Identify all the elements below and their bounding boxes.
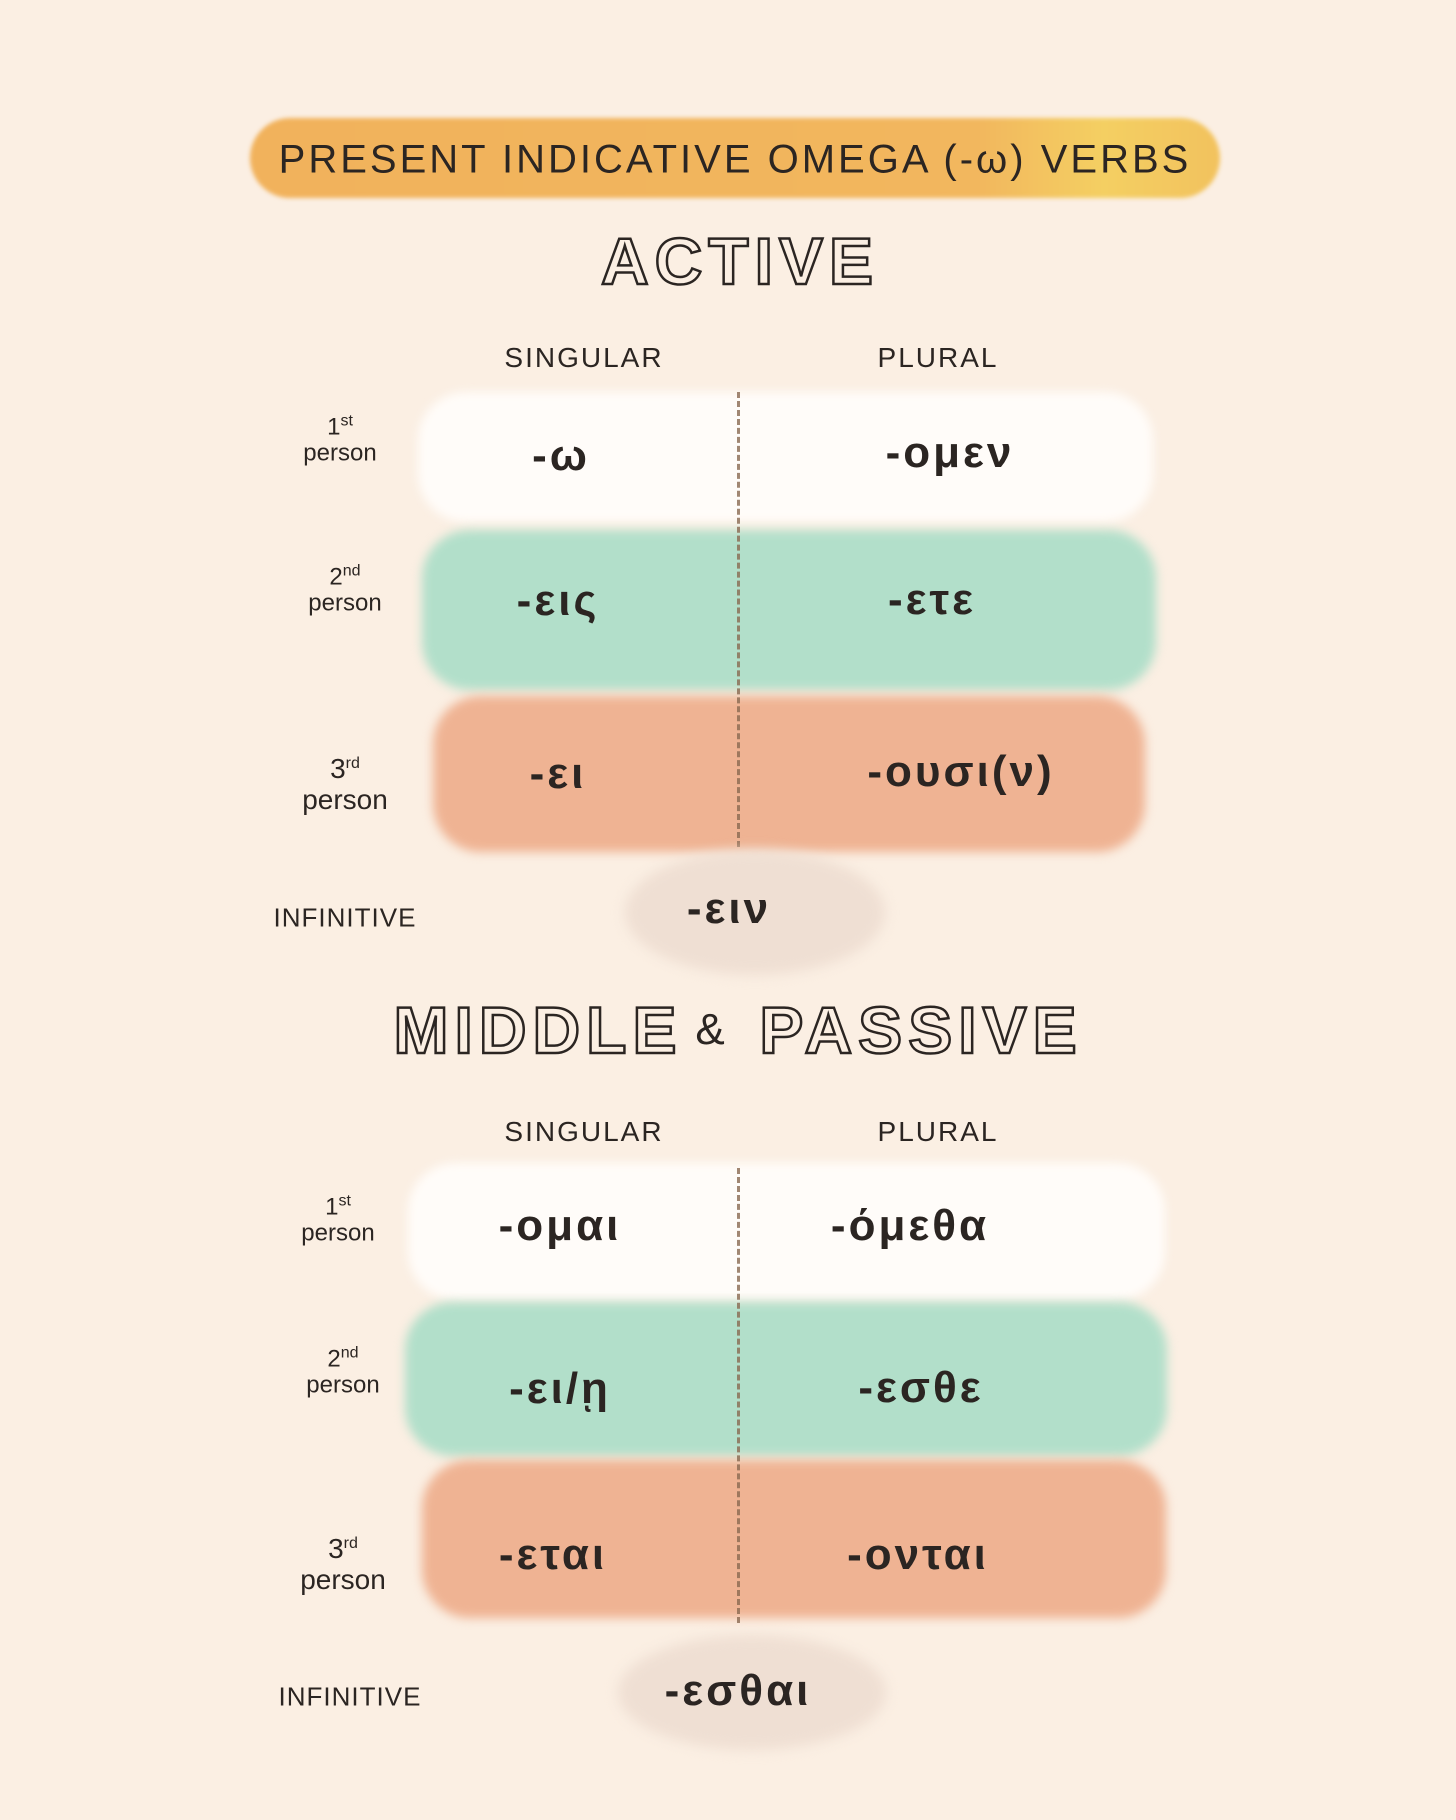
row-label-1st-person: 1st person [301, 1192, 375, 1247]
middle-3rd-singular: -εται [498, 1530, 608, 1579]
active-1st-plural: -ομεν [885, 428, 1015, 477]
plural-header: PLURAL [877, 342, 999, 373]
middle-3rd-plural: -ονται [847, 1530, 989, 1579]
row-label-2nd-person: 2nd person [308, 562, 382, 617]
middle-2nd-plural: -εσθε [858, 1363, 984, 1412]
active-2nd-singular: -εις [516, 576, 600, 625]
row-label-1st-person: 1st person [303, 412, 377, 467]
passive-heading: PASSIVE [758, 992, 1083, 1069]
column-divider [737, 1168, 740, 1623]
infinitive-highlight [618, 1635, 886, 1750]
active-3rd-plural: -ουσι(ν) [867, 747, 1055, 796]
ampersand: & [695, 1005, 725, 1054]
singular-header: SINGULAR [504, 342, 664, 373]
first-person-band [418, 392, 1153, 522]
infinitive-highlight [625, 850, 885, 975]
third-person-band [422, 1460, 1166, 1618]
column-divider [737, 392, 740, 847]
title-highlight [250, 118, 1220, 198]
middle-2nd-singular: -ει/ῃ [509, 1364, 611, 1413]
middle-heading: MIDDLE [392, 992, 683, 1069]
row-label-3rd-person: 3rd person [302, 753, 388, 815]
middle-1st-singular: -ομαι [498, 1201, 622, 1250]
row-label-3rd-person: 3rd person [300, 1533, 386, 1595]
active-heading: ACTIVE [600, 223, 880, 300]
active-1st-singular: -ω [532, 431, 590, 480]
plural-header: PLURAL [877, 1116, 999, 1147]
row-label-2nd-person: 2nd person [306, 1344, 380, 1399]
second-person-band [405, 1302, 1167, 1456]
infinitive-label: INFINITIVE [273, 902, 417, 933]
active-2nd-plural: -ετε [887, 575, 977, 624]
middle-1st-plural: -όμεθα [830, 1201, 990, 1250]
active-3rd-singular: -ει [529, 749, 587, 798]
singular-header: SINGULAR [504, 1116, 664, 1147]
third-person-band [433, 696, 1145, 852]
infinitive-label: INFINITIVE [278, 1681, 422, 1712]
page-title: PRESENT INDICATIVE OMEGA (-ω) VERBS [278, 137, 1192, 182]
active-infinitive: -ειν [686, 884, 772, 933]
second-person-band [422, 530, 1156, 690]
first-person-band [408, 1163, 1165, 1300]
middle-infinitive: -εσθαι [664, 1666, 812, 1715]
